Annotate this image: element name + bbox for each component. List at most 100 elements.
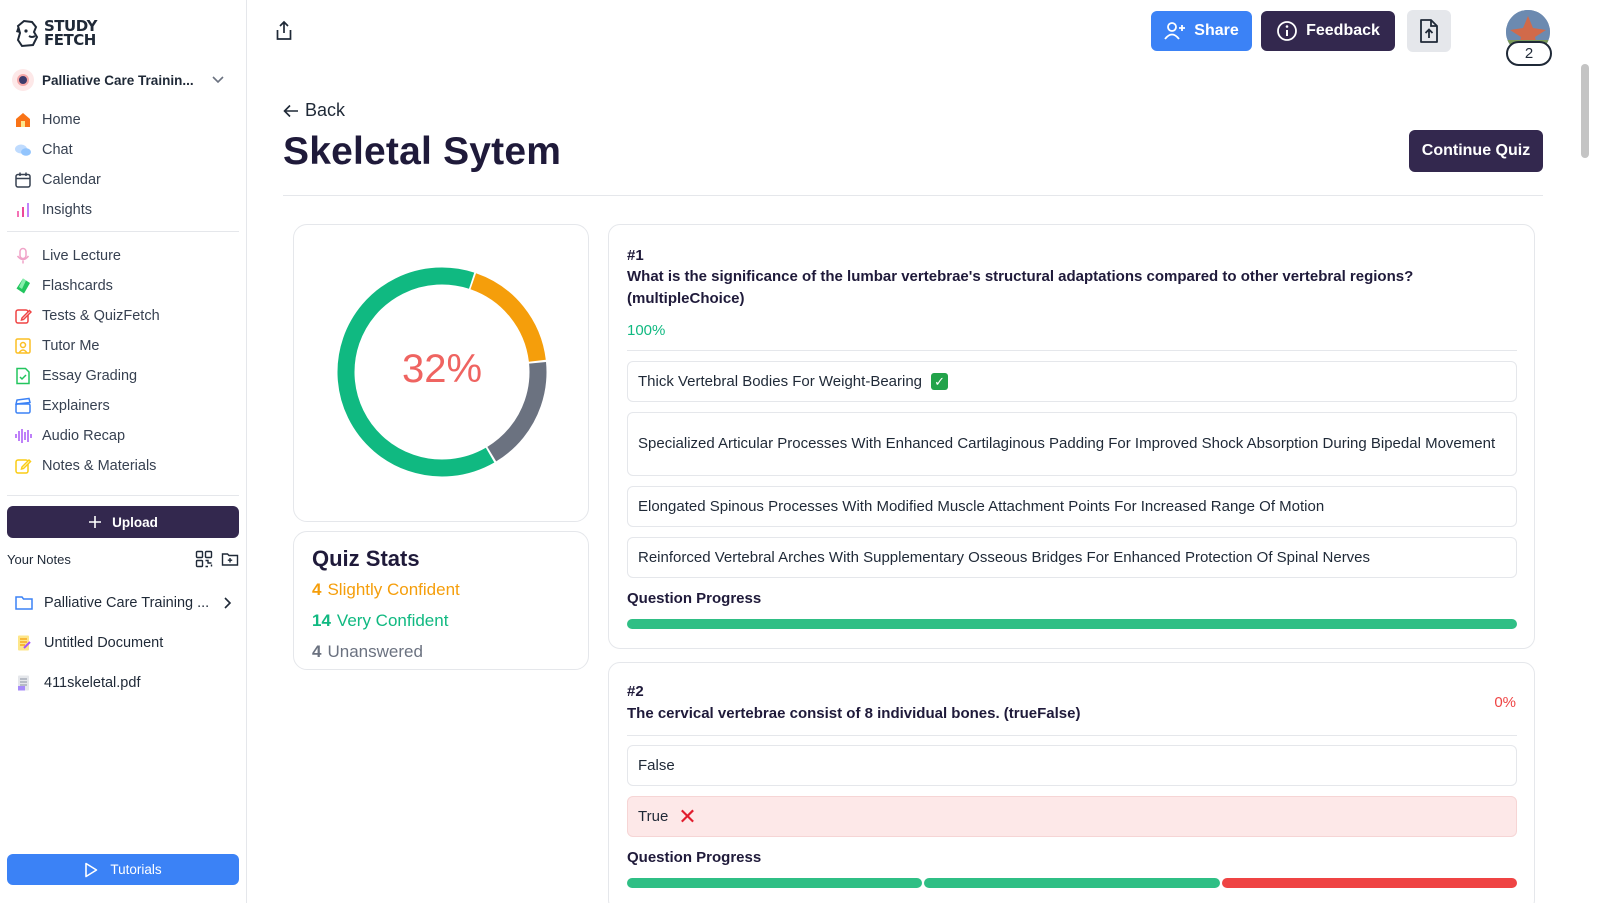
question-progress-label: Question Progress	[627, 590, 762, 607]
sidebar: STUDY FETCH Palliative Care Trainin... H…	[0, 0, 247, 903]
header-divider	[283, 195, 1543, 196]
essay-icon	[16, 367, 30, 385]
qr-code-icon[interactable]	[195, 550, 213, 568]
score-percent: 32%	[401, 347, 483, 391]
progress-segment	[627, 619, 1517, 629]
workspace-selector[interactable]: Palliative Care Trainin...	[12, 68, 234, 92]
nav-label: Insights	[42, 202, 92, 218]
question-card-2: #2 The cervical vertebrae consist of 8 i…	[608, 662, 1535, 903]
answer-option[interactable]: Thick Vertebral Bodies For Weight-Bearin…	[627, 361, 1517, 402]
question-number: #1	[627, 247, 644, 264]
question-score: 100%	[627, 322, 666, 339]
continue-quiz-button[interactable]: Continue Quiz	[1409, 130, 1543, 172]
add-user-icon	[1164, 22, 1186, 40]
note-label: Palliative Care Training ...	[44, 595, 210, 611]
upload-button[interactable]: Upload	[7, 506, 239, 538]
nav-divider	[7, 231, 239, 232]
notes-icon	[15, 458, 32, 474]
workspace-name: Palliative Care Trainin...	[42, 72, 194, 88]
nav-label: Notes & Materials	[42, 458, 157, 474]
share-label: Share	[1194, 22, 1239, 39]
question-card-1: #1 What is the significance of the lumba…	[608, 224, 1535, 649]
nav-item-tests-quizfetch[interactable]: Tests & QuizFetch	[12, 301, 237, 331]
nav-item-explainers[interactable]: Explainers	[12, 391, 237, 421]
question-progress-bar	[627, 619, 1517, 629]
answer-text: True	[638, 807, 669, 825]
answer-text: Specialized Articular Processes With Enh…	[638, 435, 1496, 452]
chevron-right-icon	[224, 597, 232, 609]
calendar-icon	[15, 172, 31, 188]
answer-option[interactable]: Elongated Spinous Processes With Modifie…	[627, 486, 1517, 527]
insights-icon	[17, 203, 29, 217]
nav-item-essay-grading[interactable]: Essay Grading	[12, 361, 237, 391]
nav-item-home[interactable]: Home	[12, 105, 237, 135]
play-icon	[85, 862, 98, 877]
tutorials-label: Tutorials	[110, 862, 162, 877]
nav-item-audio-recap[interactable]: Audio Recap	[12, 421, 237, 451]
microphone-icon	[16, 247, 30, 264]
nav-label: Chat	[42, 142, 73, 158]
progress-segment	[627, 878, 923, 888]
stat-label: Very Confident	[336, 611, 449, 630]
answer-text: Thick Vertebral Bodies For Weight-Bearin…	[638, 372, 923, 390]
nav-label: Audio Recap	[42, 428, 126, 444]
progress-segment	[1221, 878, 1517, 888]
folder-icon	[15, 596, 33, 610]
share-export-icon[interactable]	[273, 20, 295, 42]
nav-item-chat[interactable]: Chat	[12, 135, 237, 165]
stat-count: 4	[312, 642, 322, 661]
arrow-left-icon	[283, 104, 298, 117]
studyfetch-logo[interactable]: STUDY FETCH	[14, 18, 97, 48]
pencil-icon	[15, 309, 32, 324]
chat-icon	[15, 144, 31, 156]
scrollbar-thumb[interactable]	[1581, 64, 1589, 158]
nav-item-insights[interactable]: Insights	[12, 195, 237, 225]
document-icon	[18, 635, 31, 651]
new-folder-icon[interactable]	[221, 550, 239, 568]
note-item-document[interactable]: Untitled Document	[14, 623, 232, 663]
nav-label: Calendar	[42, 172, 101, 188]
answer-option[interactable]: False	[627, 745, 1517, 786]
file-upload-button[interactable]	[1407, 10, 1451, 52]
nav-label: Explainers	[42, 398, 110, 414]
scrollbar-track[interactable]	[1578, 60, 1590, 903]
note-label: Untitled Document	[44, 635, 164, 651]
nav-item-flashcards[interactable]: Flashcards	[12, 271, 237, 301]
question-progress-label: Question Progress	[627, 849, 762, 866]
share-button[interactable]: Share	[1151, 11, 1252, 51]
notes-list: Palliative Care Training ... Untitled Do…	[14, 583, 232, 703]
x-mark-icon: ✕	[678, 803, 697, 829]
upload-label: Upload	[112, 514, 158, 530]
progress-segment	[924, 878, 1220, 888]
answer-text: Reinforced Vertebral Arches With Supplem…	[638, 548, 1371, 566]
stat-count: 14	[312, 611, 331, 630]
nav-item-tutor-me[interactable]: Tutor Me	[12, 331, 237, 361]
answer-text: Elongated Spinous Processes With Modifie…	[638, 497, 1325, 515]
quiz-stats-card: Quiz Stats 4 Slightly Confident 14 Very …	[293, 531, 589, 670]
home-icon	[16, 113, 30, 127]
clapper-icon	[15, 397, 31, 414]
flashcards-icon	[16, 278, 30, 294]
note-item-pdf[interactable]: 411skeletal.pdf	[14, 663, 232, 703]
avatar-count-badge: 2	[1506, 41, 1552, 66]
note-item-folder[interactable]: Palliative Care Training ...	[14, 583, 232, 623]
nav-item-calendar[interactable]: Calendar	[12, 165, 237, 195]
quiz-stats-title: Quiz Stats	[312, 546, 420, 571]
answer-option[interactable]: Reinforced Vertebral Arches With Supplem…	[627, 537, 1517, 578]
primary-nav: Home Chat Calendar Insights	[12, 105, 237, 225]
nav-item-live-lecture[interactable]: Live Lecture	[12, 241, 237, 271]
back-link[interactable]: Back	[283, 100, 345, 121]
answer-option[interactable]: Specialized Articular Processes With Enh…	[627, 412, 1517, 476]
stat-count: 4	[312, 580, 322, 599]
nav-label: Tests & QuizFetch	[42, 308, 160, 324]
feedback-button[interactable]: Feedback	[1261, 11, 1395, 51]
tutorials-button[interactable]: Tutorials	[7, 854, 239, 885]
nav-label: Live Lecture	[42, 248, 121, 264]
answer-option-wrong[interactable]: True ✕	[627, 796, 1517, 837]
note-label: 411skeletal.pdf	[44, 675, 141, 691]
plus-icon	[89, 516, 102, 528]
score-donut-card: 32%	[293, 224, 589, 522]
nav-item-notes-materials[interactable]: Notes & Materials	[12, 451, 237, 481]
question-score: 0%	[1494, 694, 1516, 711]
feedback-label: Feedback	[1306, 22, 1380, 39]
